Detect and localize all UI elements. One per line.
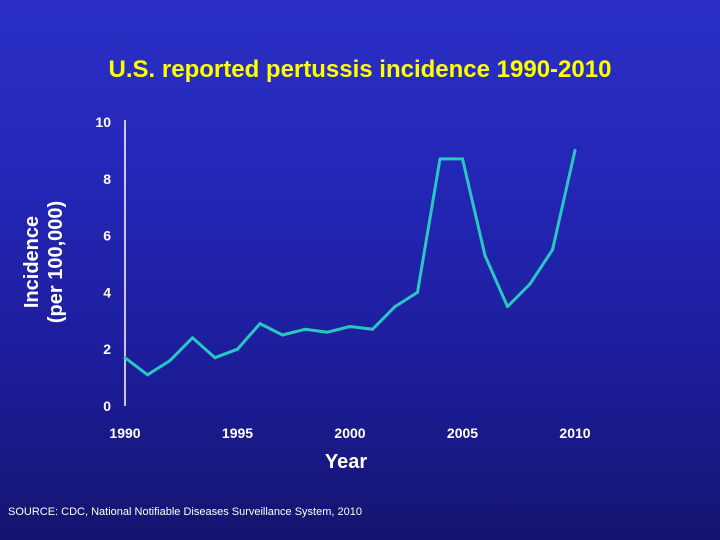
series-group	[123, 148, 577, 377]
data-point	[573, 148, 577, 152]
data-point	[528, 282, 532, 286]
y-axis-label-line1: Incidence	[21, 216, 43, 308]
data-point	[416, 290, 419, 294]
y-tick-label: 4	[103, 284, 111, 300]
data-point	[236, 347, 239, 351]
data-point	[483, 253, 487, 257]
series-line-incidence	[124, 150, 577, 377]
y-tick-label: 8	[103, 171, 111, 187]
y-tick-label: 6	[103, 228, 111, 244]
data-point	[168, 359, 172, 363]
data-point	[393, 305, 397, 309]
data-point	[146, 373, 149, 377]
data-point	[258, 322, 262, 326]
x-axis-label: Year	[325, 451, 367, 473]
data-point	[438, 157, 442, 161]
source-note: SOURCE: CDC, National Notifiable Disease…	[8, 506, 362, 518]
y-axis-label-line2: (per 100,000)	[45, 201, 67, 323]
x-tick-label: 2010	[559, 425, 590, 441]
data-point	[213, 356, 217, 360]
data-point	[123, 356, 127, 360]
data-point	[326, 330, 329, 334]
x-tick-label: 1995	[222, 425, 253, 441]
data-point	[303, 327, 307, 331]
y-tick-label: 0	[103, 398, 111, 414]
y-tick-label: 10	[95, 114, 111, 130]
x-tick-label: 2000	[334, 425, 365, 441]
data-point	[348, 324, 352, 328]
data-point	[551, 248, 554, 252]
x-tick-label: 1990	[109, 425, 140, 441]
y-tick-label: 2	[103, 341, 111, 357]
chart-title: U.S. reported pertussis incidence 1990-2…	[108, 56, 612, 83]
y-tick-labels: 0 2 4 6 8 10	[95, 114, 111, 414]
data-point	[281, 333, 284, 337]
data-point	[191, 336, 194, 340]
data-point	[461, 157, 464, 161]
data-point	[506, 305, 509, 309]
data-point	[371, 327, 374, 331]
x-tick-labels: 1990 1995 2000 2005 2010	[109, 425, 590, 441]
x-tick-label: 2005	[447, 425, 478, 441]
